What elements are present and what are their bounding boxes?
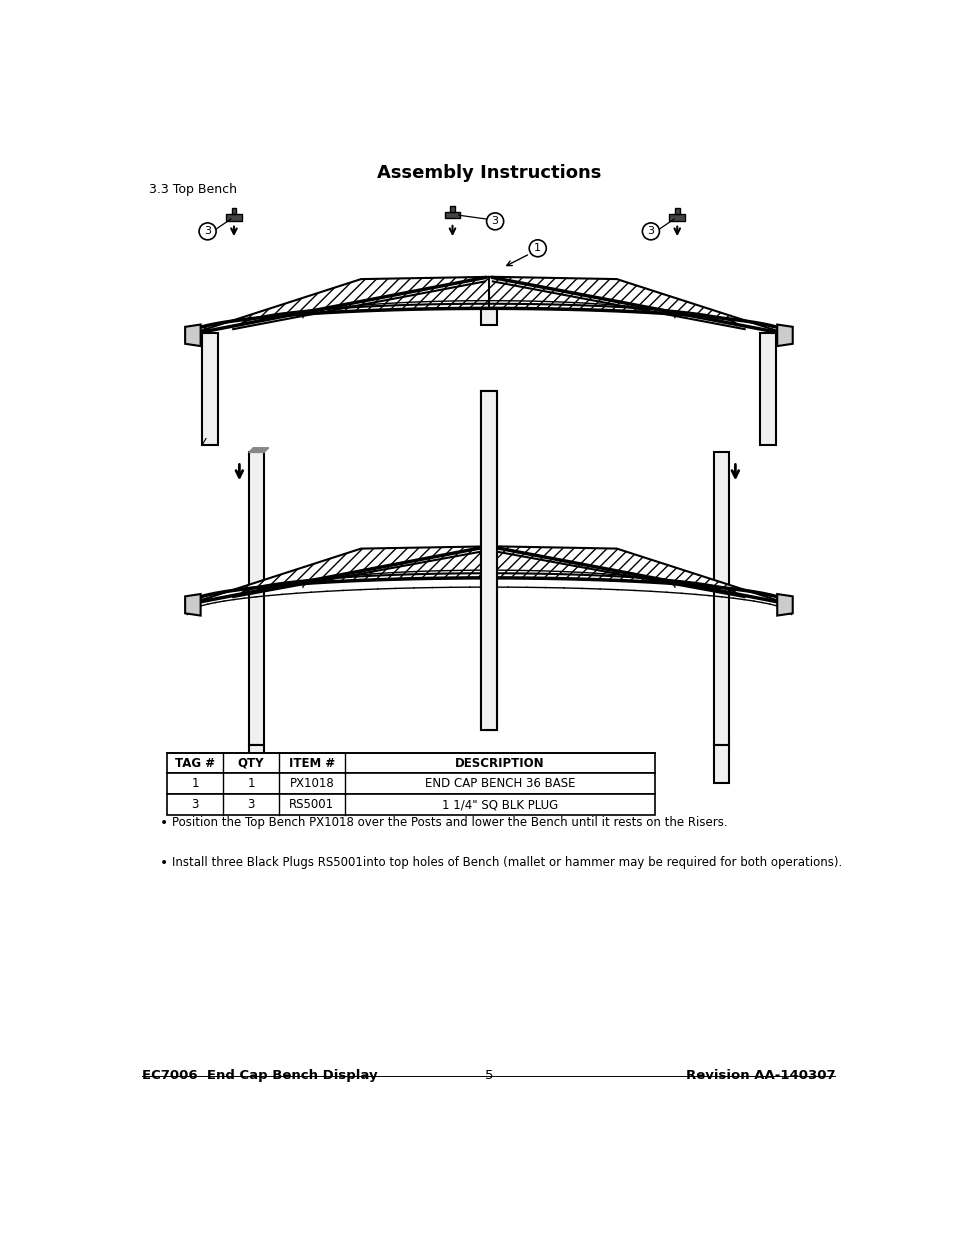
Text: 5: 5 bbox=[484, 1070, 493, 1082]
Text: RS5001: RS5001 bbox=[289, 798, 335, 811]
Bar bbox=[674, 209, 679, 215]
Bar bbox=[760, 333, 775, 445]
Bar bbox=[249, 452, 264, 745]
Bar bbox=[713, 452, 728, 745]
Text: 1: 1 bbox=[192, 777, 199, 790]
Bar bbox=[450, 206, 455, 212]
Text: QTY: QTY bbox=[237, 757, 264, 769]
Text: ITEM #: ITEM # bbox=[289, 757, 335, 769]
Bar bbox=[202, 333, 217, 445]
Bar bbox=[480, 390, 497, 730]
Polygon shape bbox=[187, 546, 790, 605]
Bar bbox=[669, 215, 684, 221]
Text: •: • bbox=[159, 856, 168, 869]
Bar bbox=[249, 745, 264, 783]
Text: 3.3 Top Bench: 3.3 Top Bench bbox=[149, 183, 236, 196]
Bar bbox=[444, 212, 459, 219]
Polygon shape bbox=[777, 594, 792, 615]
Bar bbox=[167, 773, 654, 794]
Polygon shape bbox=[187, 277, 790, 336]
Text: Revision AA-140307: Revision AA-140307 bbox=[685, 1070, 835, 1082]
Polygon shape bbox=[777, 325, 792, 346]
Text: 3: 3 bbox=[647, 226, 654, 236]
Text: Install three Black Plugs RS5001into top holes of Bench (mallet or hammer may be: Install three Black Plugs RS5001into top… bbox=[172, 856, 841, 869]
Text: DESCRIPTION: DESCRIPTION bbox=[455, 757, 544, 769]
Text: 1: 1 bbox=[534, 243, 540, 253]
Polygon shape bbox=[249, 448, 269, 452]
Bar bbox=[226, 215, 241, 221]
Text: •: • bbox=[159, 816, 168, 830]
Text: Assembly Instructions: Assembly Instructions bbox=[376, 163, 600, 182]
Bar bbox=[480, 390, 497, 730]
Text: TAG #: TAG # bbox=[175, 757, 215, 769]
Bar bbox=[713, 745, 728, 783]
Text: END CAP BENCH 36 BASE: END CAP BENCH 36 BASE bbox=[424, 777, 575, 790]
Bar bbox=[167, 752, 654, 773]
Text: 3: 3 bbox=[247, 798, 254, 811]
Text: 1 1/4" SQ BLK PLUG: 1 1/4" SQ BLK PLUG bbox=[441, 798, 558, 811]
Bar bbox=[167, 794, 654, 815]
Text: 3: 3 bbox=[204, 226, 211, 236]
Text: 1: 1 bbox=[247, 777, 254, 790]
Text: Position the Top Bench PX1018 over the Posts and lower the Bench until it rests : Position the Top Bench PX1018 over the P… bbox=[172, 816, 727, 829]
Text: PX1018: PX1018 bbox=[289, 777, 334, 790]
Polygon shape bbox=[185, 594, 200, 615]
Bar bbox=[232, 209, 236, 215]
Bar bbox=[480, 287, 497, 325]
Text: EC7006  End Cap Bench Display: EC7006 End Cap Bench Display bbox=[142, 1070, 377, 1082]
Text: 3: 3 bbox=[192, 798, 198, 811]
Text: 3: 3 bbox=[491, 216, 498, 226]
Polygon shape bbox=[185, 325, 200, 346]
